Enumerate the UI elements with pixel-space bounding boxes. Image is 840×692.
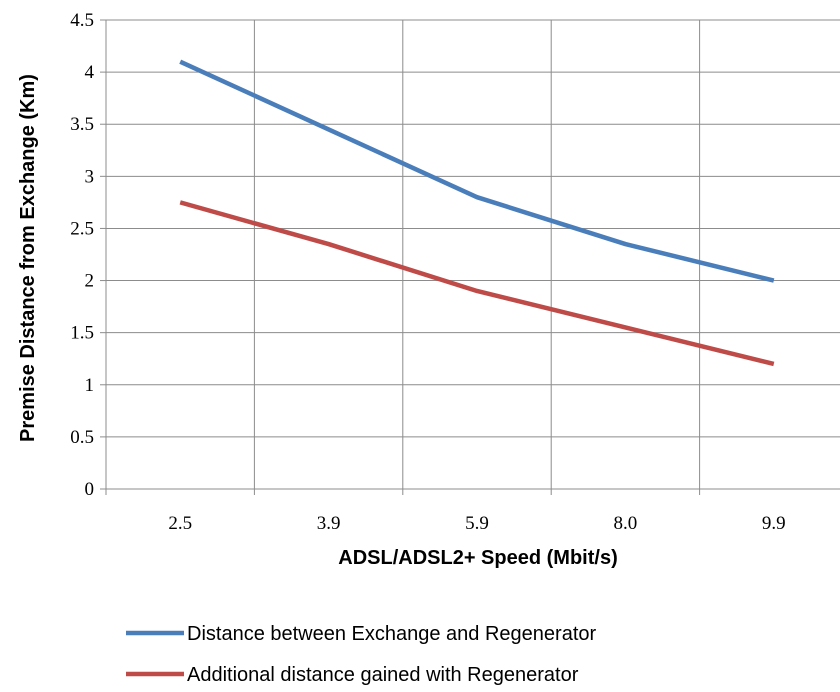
grid-lines [106, 19, 840, 489]
y-tick-label: 2 [85, 271, 95, 292]
legend: Distance between Exchange and Regenerato… [126, 623, 597, 686]
x-tick-label: 8.0 [614, 513, 638, 534]
x-tick-label: 9.9 [762, 513, 786, 534]
y-tick-label: 2.5 [70, 218, 94, 239]
y-tick-label: 0.5 [70, 427, 94, 448]
x-tick-label: 5.9 [465, 513, 489, 534]
y-tick-label: 0 [85, 479, 95, 500]
y-tick-label: 4.5 [70, 10, 94, 31]
x-axis-title: ADSL/ADSL2+ Speed (Mbit/s) [338, 547, 617, 569]
y-tick-label: 4 [85, 62, 95, 83]
series-lines [179, 59, 775, 367]
y-tick-label: 1 [85, 375, 95, 396]
x-tick-label: 3.9 [317, 513, 341, 534]
legend-label-1: Distance between Exchange and Regenerato… [187, 623, 597, 645]
series-line-1 [179, 59, 775, 283]
series-line-2 [179, 200, 775, 367]
x-tick-label: 2.5 [168, 513, 192, 534]
y-tick-label: 3.5 [70, 114, 94, 135]
y-tick-label: 3 [85, 166, 95, 187]
y-tick-labels: 0 0.5 1 1.5 2 2.5 3 3.5 4 4.5 [70, 10, 94, 500]
legend-label-2: Additional distance gained with Regenera… [187, 664, 579, 686]
axes [100, 19, 840, 495]
y-axis-title: Premise Distance from Exchange (Km) [17, 74, 39, 442]
x-tick-labels: 2.5 3.9 5.9 8.0 9.9 [168, 513, 785, 534]
y-tick-label: 1.5 [70, 323, 94, 344]
